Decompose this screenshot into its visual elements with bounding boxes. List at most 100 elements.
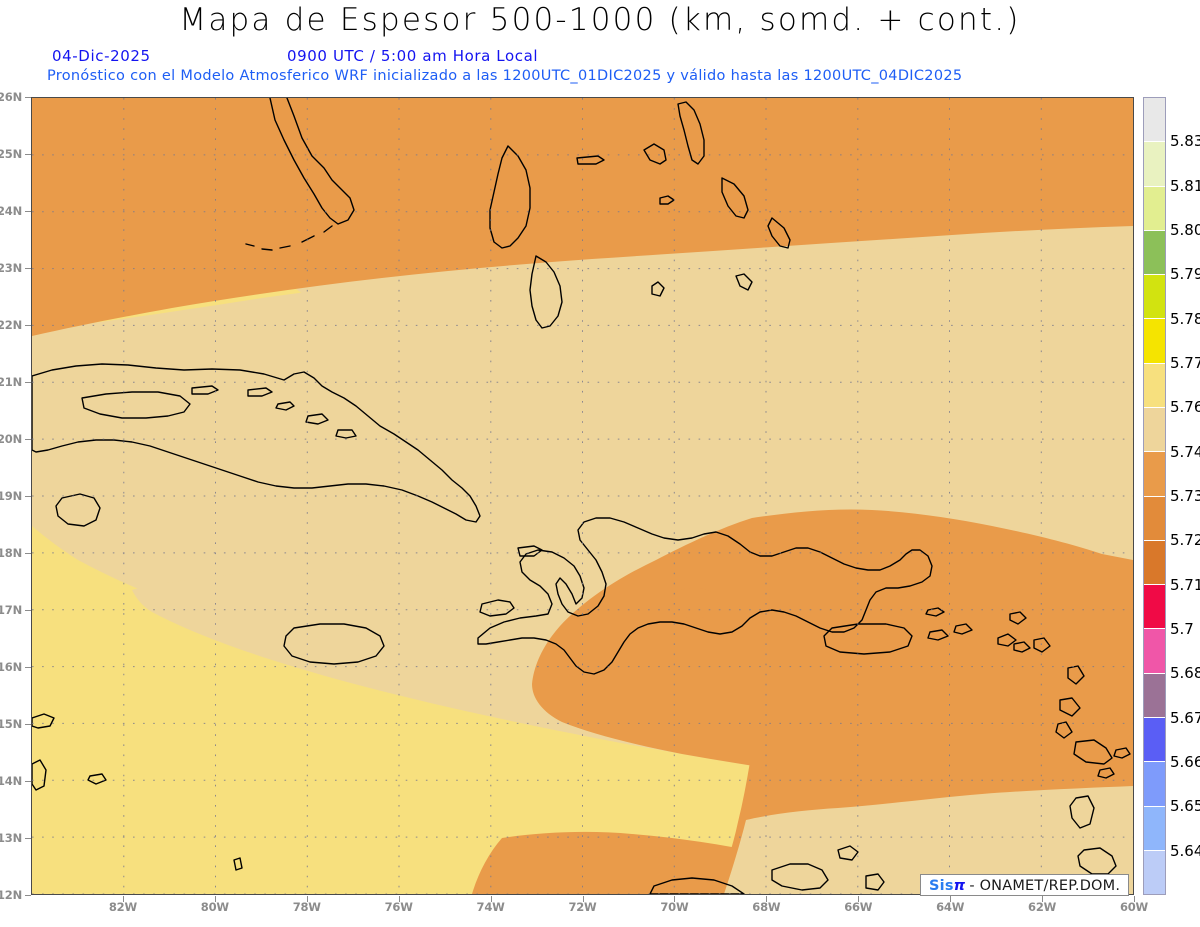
lon-tick-mark xyxy=(766,896,768,902)
lon-tick-label: 80W xyxy=(200,900,229,914)
lat-tick-mark xyxy=(25,838,31,839)
lat-tick-mark xyxy=(25,895,31,896)
lon-tick-label: 62W xyxy=(1028,900,1057,914)
colorbar-swatch[interactable] xyxy=(1144,496,1165,541)
lat-tick-mark xyxy=(25,724,31,725)
lat-tick-mark xyxy=(25,439,31,440)
lon-tick-label: 78W xyxy=(292,900,321,914)
colorbar-tick-label: 5.724 xyxy=(1170,531,1200,550)
lat-tick-label: 24N xyxy=(0,204,22,218)
colorbar-swatch[interactable] xyxy=(1144,673,1165,718)
lat-tick-mark xyxy=(25,781,31,782)
colorbar-tick-label: 5.76 xyxy=(1170,398,1200,417)
lat-tick-mark xyxy=(25,553,31,554)
lat-tick-mark xyxy=(25,667,31,668)
lon-tick-mark xyxy=(674,896,676,902)
lat-tick-mark xyxy=(25,382,31,383)
lat-tick-label: 12N xyxy=(0,888,22,902)
colorbar-swatch[interactable] xyxy=(1144,540,1165,586)
lat-tick-label: 25N xyxy=(0,147,22,161)
credit-organization: - ONAMET/REP.DOM. xyxy=(969,877,1121,894)
colorbar-labels: 5.831 5.819 5.807 5.795 5.783 5.772 5.76 5.748 5… xyxy=(1170,97,1200,895)
colorbar-swatch[interactable] xyxy=(1144,363,1165,408)
credit-badge: Sis π - ONAMET/REP.DOM. xyxy=(920,874,1130,896)
lat-tick-mark xyxy=(25,211,31,212)
lat-tick-label: 26N xyxy=(0,90,22,104)
colorbar-swatch[interactable] xyxy=(1144,230,1165,276)
lon-tick-mark xyxy=(1134,896,1135,902)
lon-tick-label: 76W xyxy=(384,900,413,914)
colorbar-swatch[interactable] xyxy=(1144,452,1165,497)
lat-tick-mark xyxy=(25,268,31,269)
lat-tick-mark xyxy=(25,97,31,98)
lon-tick-label: 64W xyxy=(936,900,965,914)
lon-tick-label: 74W xyxy=(476,900,505,914)
map-canvas xyxy=(32,98,1133,894)
colorbar-tick-label: 5.7 xyxy=(1170,620,1194,638)
colorbar-swatch[interactable] xyxy=(1144,762,1165,807)
lat-tick-label: 13N xyxy=(0,831,22,845)
colorbar-tick-label: 5.652 xyxy=(1170,797,1200,816)
lon-tick-mark xyxy=(306,896,308,902)
colorbar-tick-label: 5.831 xyxy=(1170,132,1200,151)
lat-tick-label: 21N xyxy=(0,375,22,389)
colorbar-tick-label: 5.676 xyxy=(1170,708,1200,727)
forecast-date: 04-Dic-2025 xyxy=(52,47,151,65)
lat-tick-label: 16N xyxy=(0,660,22,674)
lat-tick-mark xyxy=(25,496,31,497)
lat-tick-label: 15N xyxy=(0,717,22,731)
colorbar-tick-label: 5.748 xyxy=(1170,442,1200,461)
colorbar-swatch[interactable] xyxy=(1144,407,1165,453)
lon-tick-mark xyxy=(398,896,400,902)
lon-tick-mark xyxy=(950,896,952,902)
lon-tick-label: 70W xyxy=(660,900,689,914)
lon-tick-label: 82W xyxy=(108,900,137,914)
colorbar-tick-label: 5.664 xyxy=(1170,753,1200,771)
colorbar-tick-label: 5.64 xyxy=(1170,841,1200,860)
map-plot-area[interactable] xyxy=(31,97,1134,895)
colorbar-tick-label: 5.688 xyxy=(1170,664,1200,683)
lat-tick-label: 20N xyxy=(0,432,22,446)
colorbar-swatch[interactable] xyxy=(1144,186,1165,231)
colorbar[interactable] xyxy=(1143,97,1166,895)
colorbar-swatch[interactable] xyxy=(1144,98,1165,143)
colorbar-swatch[interactable] xyxy=(1144,319,1165,364)
lat-tick-mark xyxy=(25,610,31,611)
model-description: Pronóstico con el Modelo Atmosferico WRF… xyxy=(47,68,963,84)
lat-tick-mark xyxy=(25,154,31,155)
colorbar-swatch[interactable] xyxy=(1144,717,1165,763)
map-header: Mapa de Espesor 500-1000 (km, somd. + co… xyxy=(0,0,1200,92)
lat-tick-label: 17N xyxy=(0,603,22,617)
colorbar-tick-label: 5.819 xyxy=(1170,176,1200,195)
colorbar-swatch[interactable] xyxy=(1144,629,1165,674)
colorbar-swatch[interactable] xyxy=(1144,585,1165,630)
lat-tick-label: 19N xyxy=(0,489,22,503)
colorbar-tick-label: 5.712 xyxy=(1170,575,1200,594)
lon-tick-label: 68W xyxy=(752,900,781,914)
colorbar-swatch[interactable] xyxy=(1144,275,1165,320)
lon-tick-mark xyxy=(858,896,860,902)
lon-tick-mark xyxy=(214,896,216,902)
colorbar-tick-label: 5.783 xyxy=(1170,309,1200,328)
sispi-logo-text: Sis xyxy=(929,877,954,894)
lon-tick-mark xyxy=(582,896,584,902)
colorbar-tick-label: 5.736 xyxy=(1170,487,1200,505)
lat-tick-label: 14N xyxy=(0,774,22,788)
lon-tick-label: 66W xyxy=(844,900,873,914)
colorbar-tick-label: 5.795 xyxy=(1170,265,1200,284)
colorbar-swatch[interactable] xyxy=(1144,142,1165,187)
lon-tick-label: 60W xyxy=(1119,900,1149,914)
colorbar-swatch[interactable] xyxy=(1144,850,1165,895)
lat-tick-label: 22N xyxy=(0,318,22,332)
lon-tick-mark xyxy=(1042,896,1044,902)
colorbar-swatch[interactable] xyxy=(1144,806,1165,851)
pi-symbol-icon: π xyxy=(953,877,966,894)
lat-tick-label: 23N xyxy=(0,261,22,275)
forecast-time: 0900 UTC / 5:00 am Hora Local xyxy=(287,47,539,65)
lat-tick-mark xyxy=(25,325,31,326)
lon-tick-mark xyxy=(122,896,124,902)
lon-tick-label: 72W xyxy=(568,900,597,914)
lon-tick-mark xyxy=(490,896,492,902)
page-title: Mapa de Espesor 500-1000 (km, somd. + co… xyxy=(179,2,1021,38)
colorbar-tick-label: 5.772 xyxy=(1170,354,1200,372)
